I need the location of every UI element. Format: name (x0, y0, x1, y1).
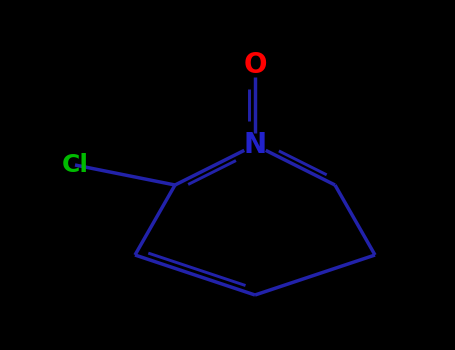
Text: Cl: Cl (61, 153, 89, 177)
Text: N: N (243, 131, 267, 159)
Text: O: O (243, 51, 267, 79)
